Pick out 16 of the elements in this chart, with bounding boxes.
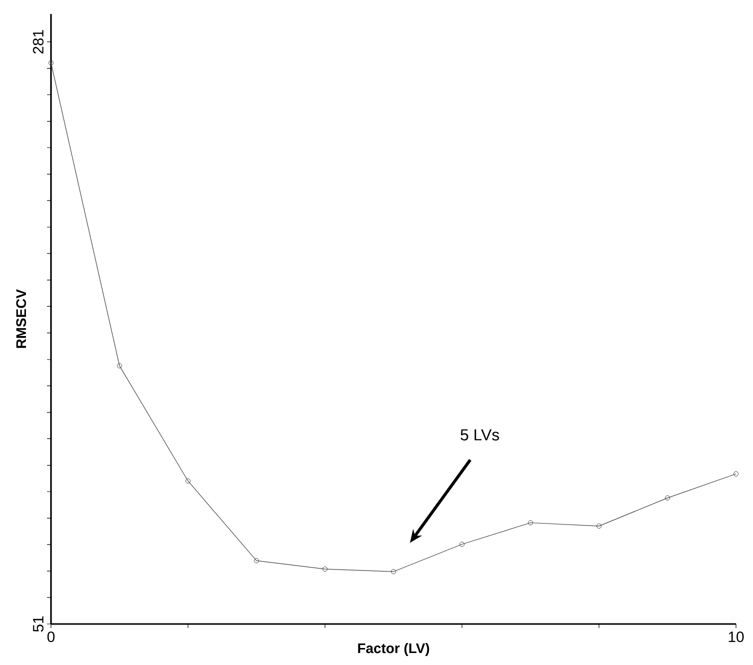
y-tick-label: 281 <box>32 30 44 54</box>
annotation: 5 LVs <box>460 429 500 440</box>
x-tick-label: 10 <box>728 632 744 642</box>
point <box>322 566 328 572</box>
point <box>459 542 465 547</box>
point <box>596 524 602 529</box>
x-tick-label: 0 <box>47 632 55 642</box>
point <box>116 363 122 368</box>
point <box>390 569 396 574</box>
point <box>254 558 260 564</box>
point <box>664 495 670 500</box>
point <box>185 478 191 484</box>
y-tick-label: 51 <box>33 616 44 632</box>
point <box>528 520 534 526</box>
x-axis-title: Factor (LV) <box>358 642 430 656</box>
y-axis-title: RMSECV <box>16 289 26 348</box>
